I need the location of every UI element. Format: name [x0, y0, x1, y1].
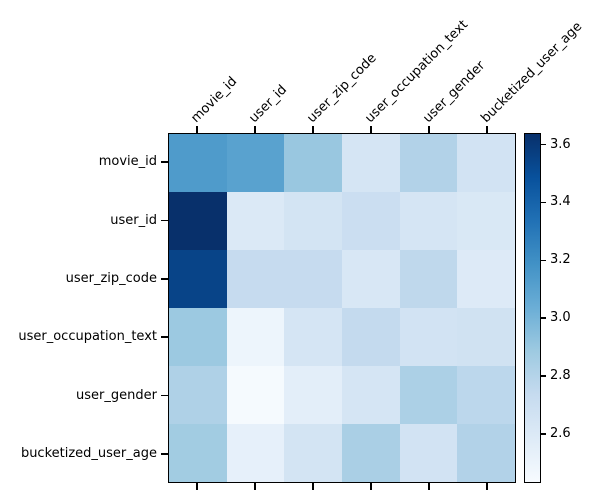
tick-mark	[161, 219, 168, 222]
y-tick-label: user_id	[110, 212, 157, 228]
heatmap-cell	[399, 308, 458, 366]
tick-mark	[312, 126, 314, 133]
colorbar-tick-label: 3.4	[550, 194, 571, 210]
tick-mark	[196, 483, 198, 490]
heatmap-cell	[342, 192, 400, 250]
tick-mark	[486, 483, 488, 490]
colorbar-tick-mark	[541, 201, 546, 204]
colorbar-tick-mark	[541, 259, 546, 262]
heatmap-plot	[168, 133, 516, 483]
heatmap-cell	[226, 366, 285, 424]
heatmap-cell	[342, 366, 400, 424]
tick-mark	[196, 126, 198, 133]
tick-mark	[161, 278, 168, 280]
heatmap-cell	[226, 308, 285, 366]
tick-mark	[312, 483, 314, 490]
heatmap-cell	[169, 134, 227, 192]
heatmap-cell	[399, 250, 458, 308]
heatmap-cell	[457, 366, 515, 424]
heatmap-cell	[226, 250, 285, 308]
heatmap-cell	[457, 134, 515, 192]
colorbar-tick-mark	[541, 375, 546, 377]
tick-mark	[428, 126, 430, 133]
x-tick-label: movie_id	[188, 74, 241, 126]
tick-mark	[428, 483, 430, 490]
y-tick-label: user_gender	[76, 387, 157, 403]
tick-mark	[161, 161, 168, 163]
colorbar-tick-label: 2.8	[550, 367, 571, 383]
heatmap-cell	[457, 308, 515, 366]
heatmap-cell	[342, 424, 400, 482]
colorbar-tick-label: 3.6	[550, 136, 571, 152]
heatmap-cell	[284, 424, 342, 482]
heatmap-cell	[399, 134, 458, 192]
tick-mark	[370, 483, 372, 490]
heatmap-cell	[284, 250, 342, 308]
heatmap-cell	[457, 424, 515, 482]
heatmap-cell	[169, 250, 227, 308]
heatmap-cell	[284, 308, 342, 366]
heatmap-cell	[399, 192, 458, 250]
colorbar-tick-label: 3.0	[550, 310, 571, 326]
heatmap-cell	[169, 192, 227, 250]
heatmap-cell	[169, 424, 227, 482]
tick-mark	[161, 453, 168, 455]
heatmap-cell	[169, 366, 227, 424]
heatmap-cell	[284, 366, 342, 424]
heatmap-cell	[169, 308, 227, 366]
y-tick-label: user_zip_code	[65, 270, 157, 286]
colorbar-tick-mark	[541, 433, 546, 435]
colorbar-tick-mark	[541, 317, 546, 319]
heatmap-cell	[226, 134, 285, 192]
heatmap-cell	[226, 192, 285, 250]
x-tick-label: user_occupation_text	[362, 17, 472, 126]
y-tick-label: movie_id	[98, 154, 157, 170]
heatmap-cell	[399, 424, 458, 482]
heatmap-cell	[457, 192, 515, 250]
tick-mark	[486, 126, 488, 133]
x-tick-label: bucketized_user_age	[478, 19, 586, 127]
tick-mark	[161, 336, 168, 338]
tick-mark	[254, 126, 256, 133]
colorbar-tick-mark	[541, 143, 546, 146]
heatmap-cell	[342, 134, 400, 192]
tick-mark	[254, 483, 256, 490]
heatmap-cell	[342, 250, 400, 308]
heatmap-cell	[457, 250, 515, 308]
colorbar-tick-label: 3.2	[550, 252, 571, 268]
heatmap-cell	[399, 366, 458, 424]
y-tick-label: user_occupation_text	[18, 329, 157, 345]
y-tick-label: bucketized_user_age	[20, 445, 157, 461]
heatmap-cell	[284, 134, 342, 192]
heatmap-cell	[342, 308, 400, 366]
heatmap-cell	[284, 192, 342, 250]
tick-mark	[370, 126, 372, 133]
colorbar	[524, 133, 541, 483]
tick-mark	[161, 394, 168, 397]
colorbar-tick-label: 2.6	[550, 425, 571, 441]
x-tick-label: user_id	[246, 82, 291, 126]
heatmap-cell	[226, 424, 285, 482]
